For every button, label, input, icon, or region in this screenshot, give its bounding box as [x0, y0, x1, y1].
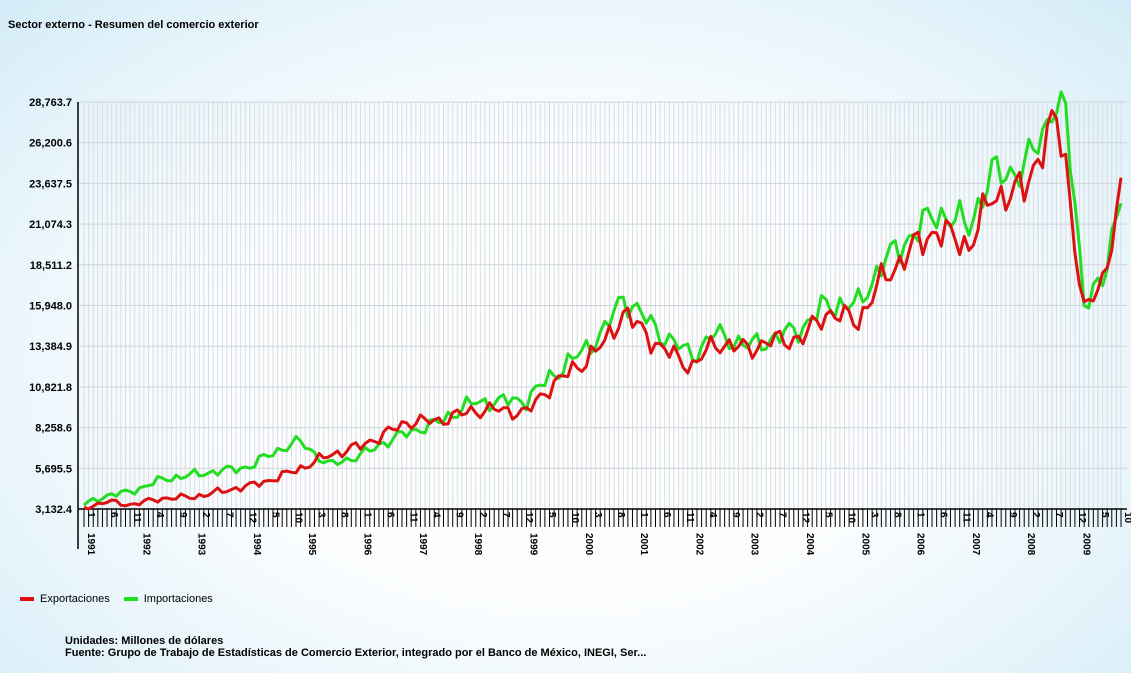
series-line-exportaciones	[83, 109, 1123, 511]
x-year-label: 1998	[472, 533, 483, 556]
x-month-label: 1	[362, 512, 373, 518]
x-month-label: 7	[1053, 512, 1064, 518]
x-month-label: 4	[431, 512, 442, 518]
x-year-label: 2009	[1081, 533, 1092, 556]
x-month-label: 11	[131, 512, 142, 523]
y-tick-label: 26,200.6	[29, 138, 72, 150]
x-month-label: 9	[177, 512, 188, 518]
x-month-label: 4	[707, 512, 718, 518]
x-month-label: 11	[684, 512, 695, 523]
x-year-label: 1996	[362, 533, 373, 556]
x-year-label: 1999	[527, 533, 538, 556]
y-tick-label: 28,763.7	[29, 97, 72, 109]
x-month-label: 6	[385, 512, 396, 518]
x-year-label: 2002	[693, 533, 704, 556]
x-year-label: 2008	[1025, 533, 1036, 556]
x-year-label: 1994	[251, 533, 262, 556]
x-year-label: 2000	[583, 533, 594, 556]
x-month-label: 3	[315, 512, 326, 518]
x-month-label: 4	[984, 512, 995, 518]
x-month-label: 8	[615, 512, 626, 518]
x-month-label: 12	[246, 512, 257, 524]
x-month-label: 10	[569, 512, 580, 524]
y-tick-label: 13,384.9	[29, 341, 72, 353]
legend-swatch-exportaciones	[20, 597, 34, 601]
x-month-label: 9	[454, 512, 465, 518]
x-month-label: 10	[845, 512, 856, 524]
x-month-label: 1	[638, 512, 649, 518]
x-month-label: 5	[546, 512, 557, 518]
y-tick-label: 5,695.5	[35, 463, 72, 475]
y-tick-label: 21,074.3	[29, 219, 72, 231]
x-month-label: 10	[292, 512, 303, 524]
y-tick-label: 18,511.2	[30, 260, 72, 272]
x-month-label: 6	[661, 512, 672, 518]
series-line-importaciones	[83, 90, 1123, 507]
x-month-label: 10	[1122, 512, 1131, 524]
x-month-label: 1	[85, 512, 96, 518]
chart-legend: Exportaciones Importaciones	[20, 593, 227, 605]
x-month-label: 9	[1007, 512, 1018, 518]
legend-label-importaciones: Importaciones	[143, 593, 213, 605]
x-month-label: 2	[200, 512, 211, 518]
x-year-label: 2007	[970, 533, 981, 556]
y-tick-label: 8,258.6	[35, 423, 72, 435]
x-year-label: 2001	[638, 533, 649, 556]
x-month-label: 2	[753, 512, 764, 518]
legend-item-exportaciones[interactable]: Exportaciones	[20, 593, 110, 605]
legend-swatch-importaciones	[123, 597, 138, 601]
x-year-label: 1992	[140, 533, 151, 556]
x-month-label: 7	[500, 512, 511, 518]
source-note: Fuente: Grupo de Trabajo de Estadísticas…	[65, 647, 647, 659]
x-month-label: 5	[822, 512, 833, 518]
x-month-label: 5	[269, 512, 280, 518]
x-year-label: 2005	[859, 533, 870, 556]
x-year-label: 2006	[915, 533, 926, 556]
x-month-label: 2	[1030, 512, 1041, 518]
x-month-label: 5	[1099, 512, 1110, 518]
line-chart: 3,132.4 5,695.5 8,258.6 10,821.8 13,384.9 15,…	[29, 90, 1131, 556]
y-tick-label: 15,948.0	[29, 301, 72, 313]
x-month-label: 2	[477, 512, 488, 518]
x-year-label: 2004	[804, 533, 815, 556]
legend-label-exportaciones: Exportaciones	[40, 593, 110, 605]
x-month-label: 6	[938, 512, 949, 518]
x-month-label: 8	[338, 512, 349, 518]
x-month-label: 3	[869, 512, 880, 518]
y-tick-label: 10,821.8	[29, 382, 72, 394]
x-month-label: 9	[730, 512, 741, 518]
x-month-label: 3	[592, 512, 603, 518]
x-year-label: 1993	[196, 533, 207, 556]
y-tick-label: 3,132.4	[35, 504, 73, 516]
chart-footer: Unidades: Millones de dólares Fuente: Gr…	[65, 635, 646, 659]
x-year-label: 1995	[306, 533, 317, 556]
x-month-label: 1	[915, 512, 926, 518]
x-month-label: 7	[223, 512, 234, 518]
x-month-label: 12	[523, 512, 534, 524]
x-month-label: 12	[799, 512, 810, 524]
y-tick-label: 23,637.5	[29, 178, 72, 190]
x-year-label: 1991	[85, 533, 96, 556]
x-month-label: 7	[776, 512, 787, 518]
x-month-label: 4	[154, 512, 165, 518]
chart-title: Sector externo - Resumen del comercio ex…	[8, 19, 259, 31]
units-note: Unidades: Millones de dólares	[65, 635, 224, 647]
x-year-label: 2003	[749, 533, 760, 556]
x-month-label: 12	[1076, 512, 1087, 524]
x-month-label: 8	[892, 512, 903, 518]
x-year-label: 1997	[417, 533, 428, 556]
legend-item-importaciones[interactable]: Importaciones	[123, 593, 213, 605]
x-month-label: 11	[961, 512, 972, 523]
x-month-label: 6	[108, 512, 119, 518]
x-month-label: 11	[408, 512, 419, 523]
